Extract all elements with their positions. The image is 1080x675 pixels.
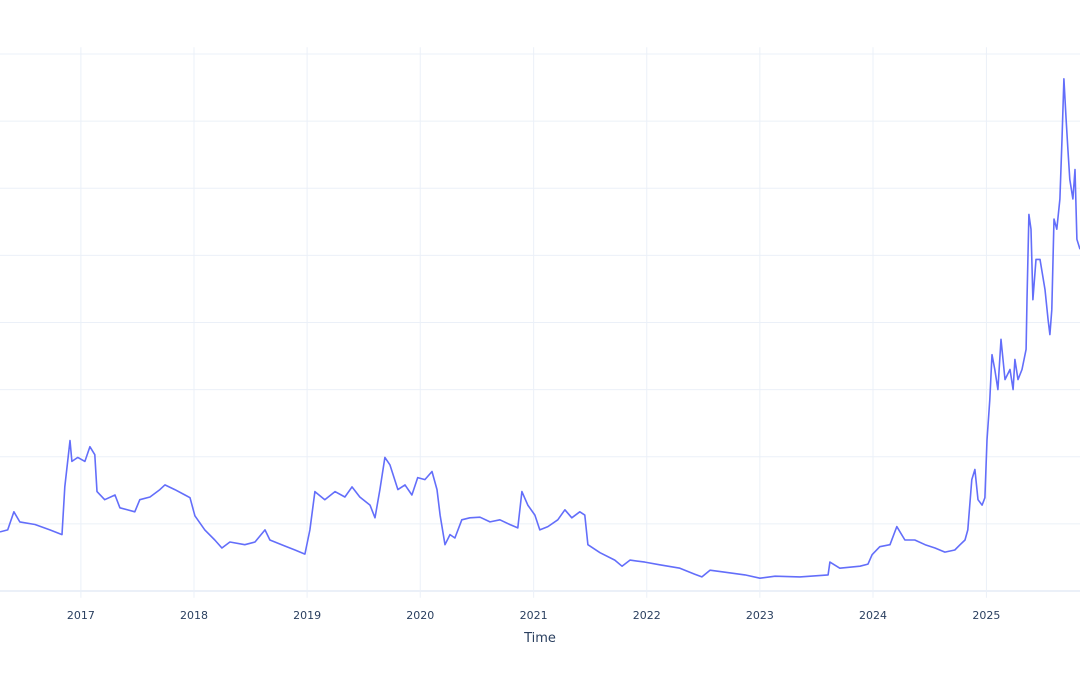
- x-tick-label: 2019: [293, 609, 321, 622]
- series-line: [0, 78, 1080, 579]
- x-tick-label: 2023: [746, 609, 774, 622]
- x-tick-label: 2018: [180, 609, 208, 622]
- x-tick-label: 2022: [633, 609, 661, 622]
- x-tick-label: 2025: [972, 609, 1000, 622]
- x-tick-label: 2024: [859, 609, 887, 622]
- x-tick-label: 2021: [520, 609, 548, 622]
- x-tick-label: 2017: [67, 609, 95, 622]
- x-tick-label: 2020: [406, 609, 434, 622]
- x-axis-title: Time: [523, 631, 556, 646]
